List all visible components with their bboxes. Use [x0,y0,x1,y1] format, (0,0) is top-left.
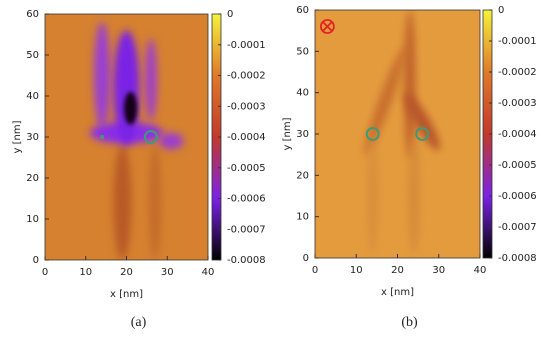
x-tick-label: 10 [79,267,92,278]
colorbar-tick-label: -0.0004 [227,132,266,143]
heatmap-feature [113,145,132,260]
y-tick-label: 20 [26,173,39,184]
heatmap-feature [148,145,162,260]
heatmap-feature [93,22,111,129]
y-axis-label: y [nm] [282,117,293,150]
x-tick-label: 30 [432,265,445,276]
heatmap-feature [404,10,416,159]
x-tick-label: 0 [312,265,318,276]
x-tick-label: 20 [391,265,404,276]
marker-circle [143,130,158,144]
y-tick-label: 40 [296,88,309,99]
caption: (a) [131,315,147,330]
x-tick-label: 30 [161,267,174,278]
y-tick-label: 20 [296,170,309,181]
heatmap-background [315,10,480,258]
marker-otimes [319,19,335,34]
colorbar-tick-label: -0.0004 [498,129,537,140]
colorbar-tick-label: -0.0001 [498,36,537,47]
x-tick-label: 0 [42,267,48,278]
colorbar-tick-label: -0.0003 [227,101,266,112]
colorbar-tick-label: 0 [498,5,504,16]
y-tick-label: 10 [296,212,309,223]
y-tick-label: 10 [26,214,39,225]
colorbar-tick-label: -0.0008 [227,255,266,266]
heatmap-feature [159,132,184,150]
y-tick-label: 0 [303,253,309,264]
x-tick-label: 20 [120,267,133,278]
colorbar-tick-label: -0.0003 [498,98,537,109]
colorbar-tick-label: -0.0007 [498,222,537,233]
heatmap [45,14,208,260]
colorbar-tick-label: -0.0008 [498,253,537,264]
y-tick-label: 40 [26,91,39,102]
y-tick-label: 0 [33,255,39,266]
x-tick-label: 10 [350,265,363,276]
y-tick-label: 60 [296,5,309,16]
panel: 0 10 20 30 40 0 10 20 30 40 50 60 x [nm] y [nm] (a) 0 -0… [12,9,266,330]
colorbar-tick-label: -0.0001 [227,40,266,51]
colorbar-tick-label: 0 [227,9,233,20]
marker-circle [365,127,380,141]
y-tick-label: 50 [26,50,39,61]
heatmap-feature [366,138,379,254]
heatmap-feature [144,38,158,121]
y-axis-label: y [nm] [12,120,23,153]
heatmap-feature [408,138,420,254]
x-axis-label: x [nm] [381,287,414,298]
colorbar-tick-label: -0.0006 [227,194,266,205]
heatmap-feature [113,30,140,146]
heatmap-feature [124,91,138,125]
x-axis-label: x [nm] [110,289,143,300]
panel: 0 10 20 30 40 0 10 20 30 40 50 60 x [nm] y [nm] (b) 0 -0… [282,5,537,330]
x-tick-label: 40 [474,265,487,276]
heatmap-feature [404,92,440,151]
y-tick-label: 30 [296,129,309,140]
colorbar-tick-label: -0.0007 [227,224,266,235]
colorbar-tick-label: -0.0005 [227,163,266,174]
marker-circle [415,127,430,141]
colorbar-tick-label: -0.0006 [498,191,537,202]
colorbar-tick-label: -0.0002 [227,71,266,82]
x-tick-label: 40 [202,267,215,278]
marker-dot [100,135,105,139]
y-tick-label: 30 [26,132,39,143]
y-tick-label: 60 [26,9,39,20]
colorbar-tick-label: -0.0005 [498,160,537,171]
heatmap [315,10,480,258]
colorbar-tick-label: -0.0002 [498,67,537,78]
caption: (b) [401,315,418,330]
y-tick-label: 50 [296,46,309,57]
